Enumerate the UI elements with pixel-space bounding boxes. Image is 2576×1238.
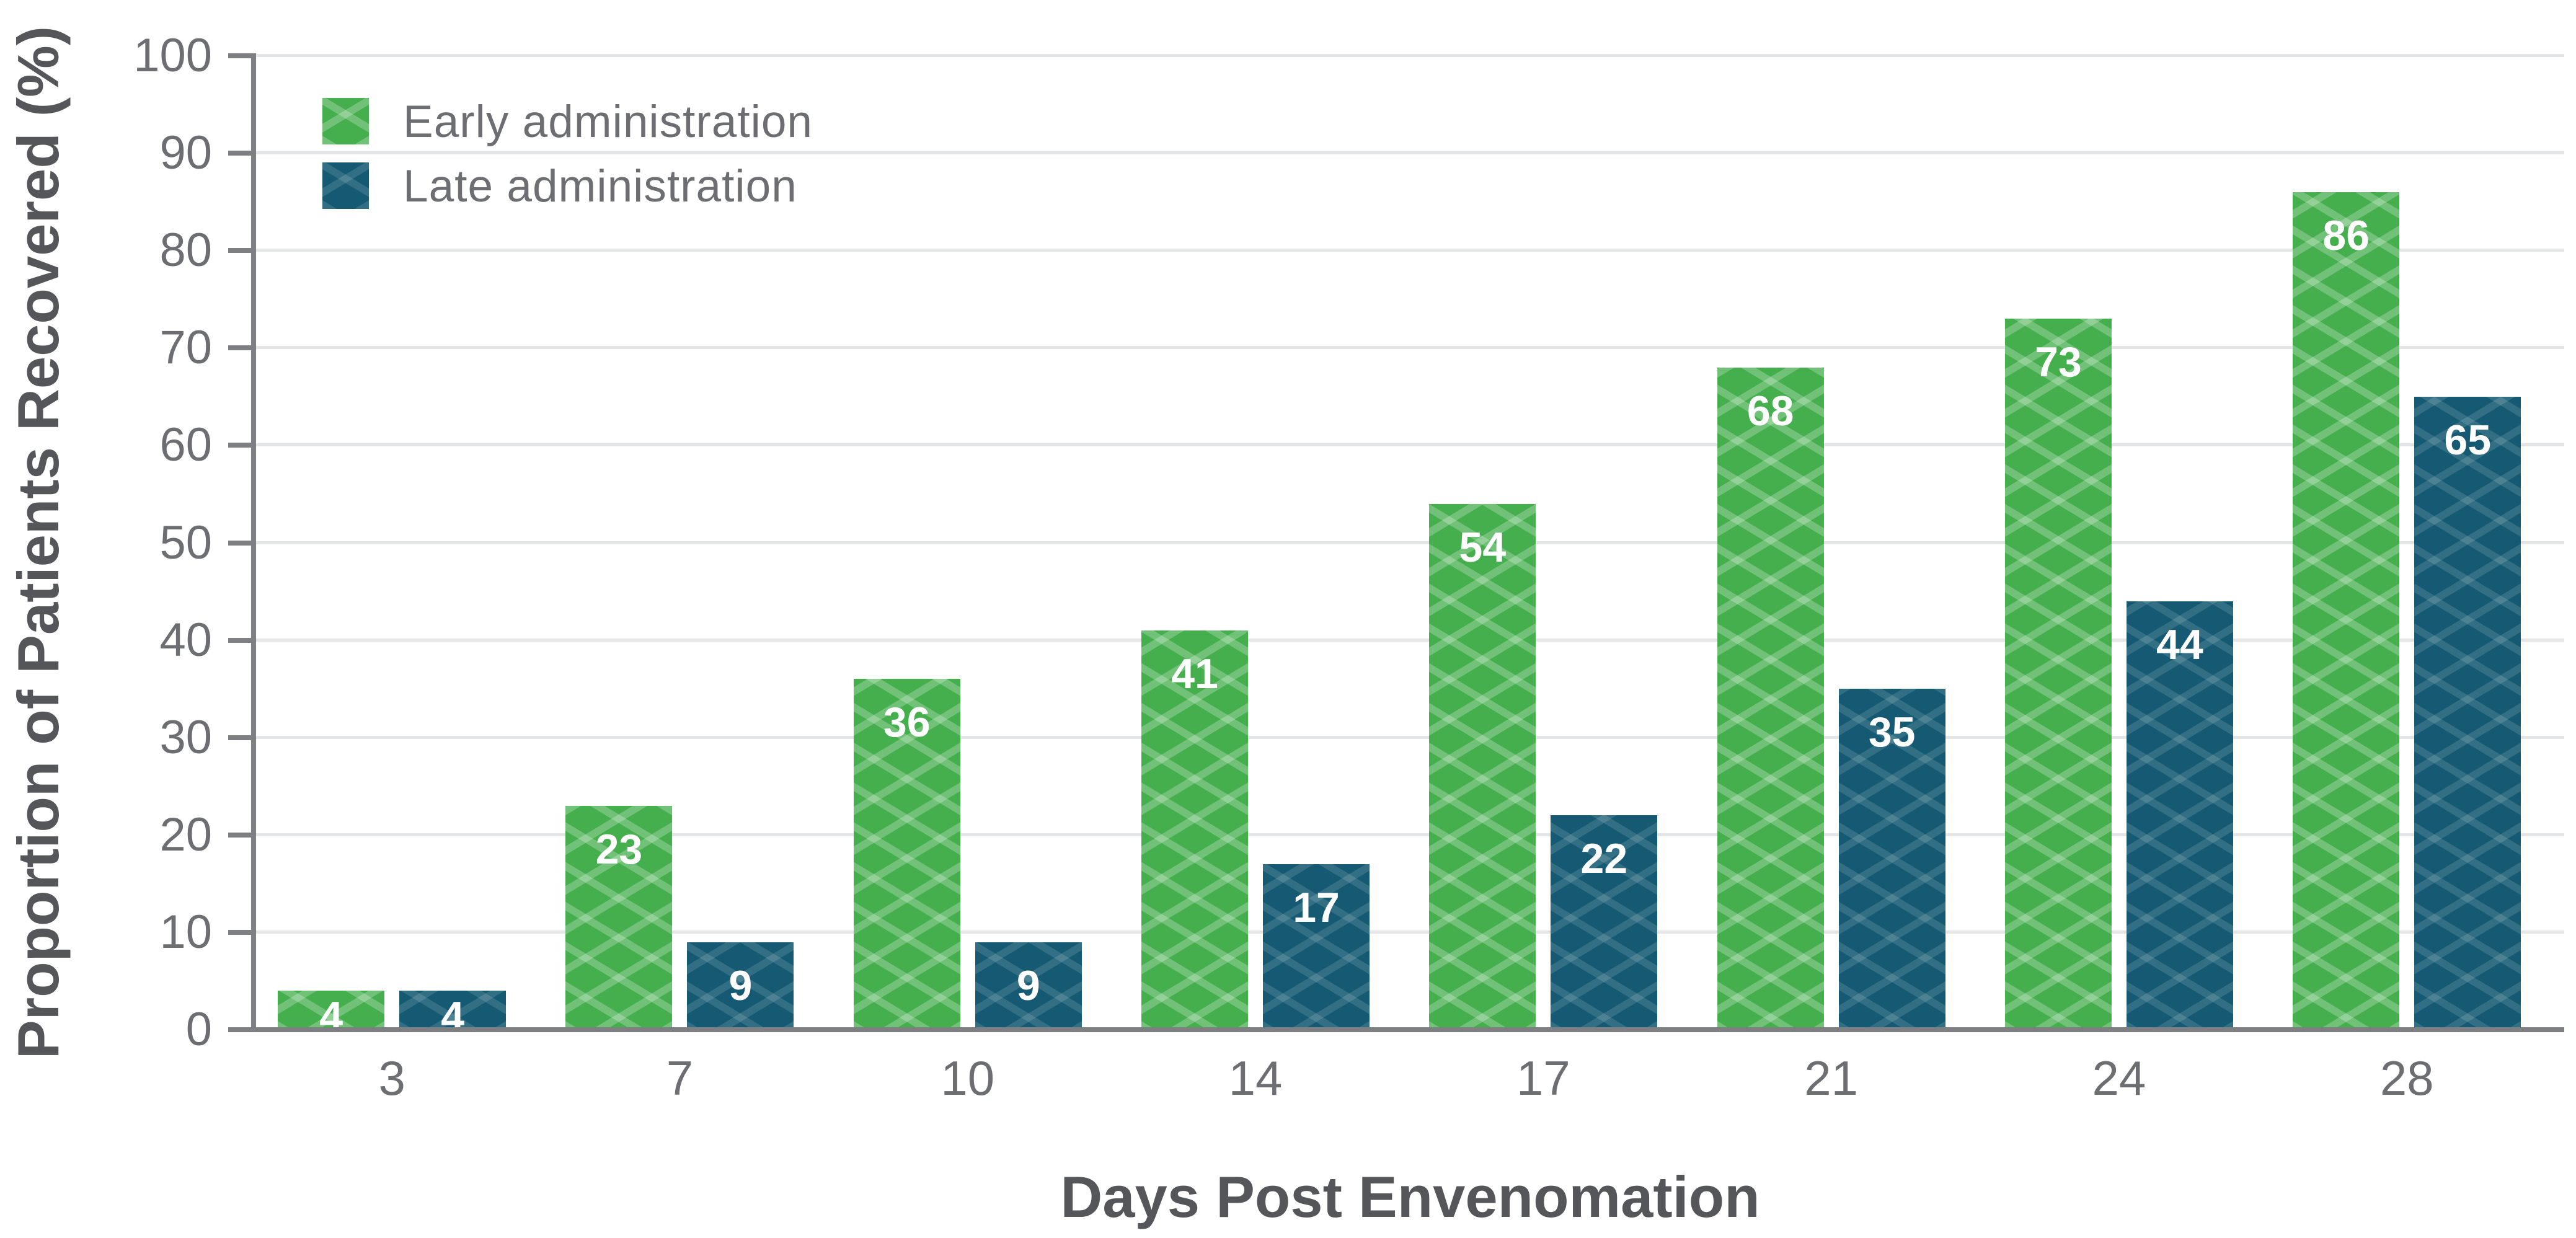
legend-label-late: Late administration: [403, 161, 797, 211]
bar-value-label: 23: [595, 825, 643, 873]
y-tick-30: [228, 735, 254, 740]
legend-label-early: Early administration: [403, 97, 813, 147]
x-tick-label-28: 28: [2379, 1051, 2434, 1105]
y-axis-line: [251, 53, 256, 1032]
bar-value-label: 86: [2322, 211, 2370, 259]
y-tick-label-10: 10: [159, 905, 212, 958]
x-tick-label-24: 24: [2092, 1051, 2146, 1105]
x-tick-label-3: 3: [378, 1051, 405, 1105]
bar-early-day-14: 41: [1141, 630, 1249, 1030]
bar-value-label: 22: [1580, 835, 1628, 883]
y-tick-label-0: 0: [185, 1003, 212, 1056]
bar-value-label: 9: [728, 962, 753, 1009]
y-tick-100: [228, 53, 254, 58]
y-tick-20: [228, 832, 254, 838]
bar-early-day-24: 73: [2004, 319, 2112, 1030]
bar-value-label: 54: [1459, 523, 1507, 571]
y-tick-40: [228, 637, 254, 643]
x-tick-label-17: 17: [1516, 1051, 1570, 1105]
bar-early-day-7: 23: [565, 805, 673, 1030]
gridline-10: [256, 930, 2564, 934]
y-tick-10: [228, 929, 254, 935]
gridline-70: [256, 346, 2564, 350]
y-tick-90: [228, 151, 254, 156]
y-tick-50: [228, 540, 254, 546]
bar-late-day-28: 65: [2414, 396, 2521, 1030]
y-tick-label-70: 70: [159, 321, 212, 374]
bar-early-day-10: 36: [853, 679, 960, 1030]
gridline-40: [256, 638, 2564, 642]
bar-late-day-14: 17: [1263, 864, 1370, 1030]
y-tick-0: [228, 1027, 254, 1032]
bar-late-day-7: 9: [687, 942, 794, 1030]
bar-late-day-10: 9: [975, 942, 1082, 1030]
bar-late-day-21: 35: [1838, 689, 1945, 1030]
bar-value-label: 41: [1171, 650, 1218, 697]
bar-value-label: 73: [2035, 338, 2082, 386]
gridline-60: [256, 443, 2564, 447]
y-tick-label-50: 50: [159, 516, 212, 569]
y-tick-70: [228, 345, 254, 351]
x-tick-label-7: 7: [666, 1051, 694, 1105]
x-axis-line: [251, 1027, 2564, 1032]
bar-value-label: 44: [2156, 621, 2203, 668]
bar-early-day-17: 54: [1429, 503, 1536, 1030]
gridline-30: [256, 735, 2564, 739]
bar-late-day-24: 44: [2126, 601, 2233, 1030]
gridline-90: [256, 151, 2564, 155]
bar-early-day-3: 4: [278, 991, 385, 1038]
x-tick-label-10: 10: [941, 1051, 995, 1105]
bar-early-day-21: 68: [1717, 367, 1824, 1030]
y-tick-label-20: 20: [159, 808, 212, 861]
bar-late-day-3: 4: [399, 991, 507, 1038]
y-tick-label-40: 40: [159, 613, 212, 666]
bar-value-label: 68: [1746, 387, 1794, 435]
y-tick-60: [228, 443, 254, 448]
bar-value-label: 9: [1016, 962, 1040, 1009]
y-tick-80: [228, 248, 254, 254]
x-tick-label-14: 14: [1228, 1051, 1283, 1105]
bar-late-day-17: 22: [1551, 815, 1658, 1030]
bar-value-label: 35: [1868, 709, 1916, 756]
y-tick-label-80: 80: [159, 224, 212, 277]
x-axis-title: Days Post Envenomation: [1060, 1164, 1760, 1229]
early-administration-swatch: [322, 98, 369, 144]
gridline-80: [256, 249, 2564, 252]
gridline-50: [256, 541, 2564, 544]
late-administration-swatch: [322, 162, 369, 209]
bar-value-label: 36: [883, 699, 931, 746]
bar-value-label: 65: [2444, 416, 2492, 464]
gridline-20: [256, 833, 2564, 836]
y-tick-label-30: 30: [159, 710, 212, 764]
y-tick-label-100: 100: [133, 29, 212, 82]
bar-early-day-28: 86: [2293, 192, 2400, 1030]
y-tick-label-90: 90: [159, 126, 212, 180]
bar-value-label: 17: [1293, 883, 1340, 931]
gridline-100: [256, 54, 2564, 57]
x-tick-label-21: 21: [1804, 1051, 1859, 1105]
y-tick-label-60: 60: [159, 418, 212, 472]
